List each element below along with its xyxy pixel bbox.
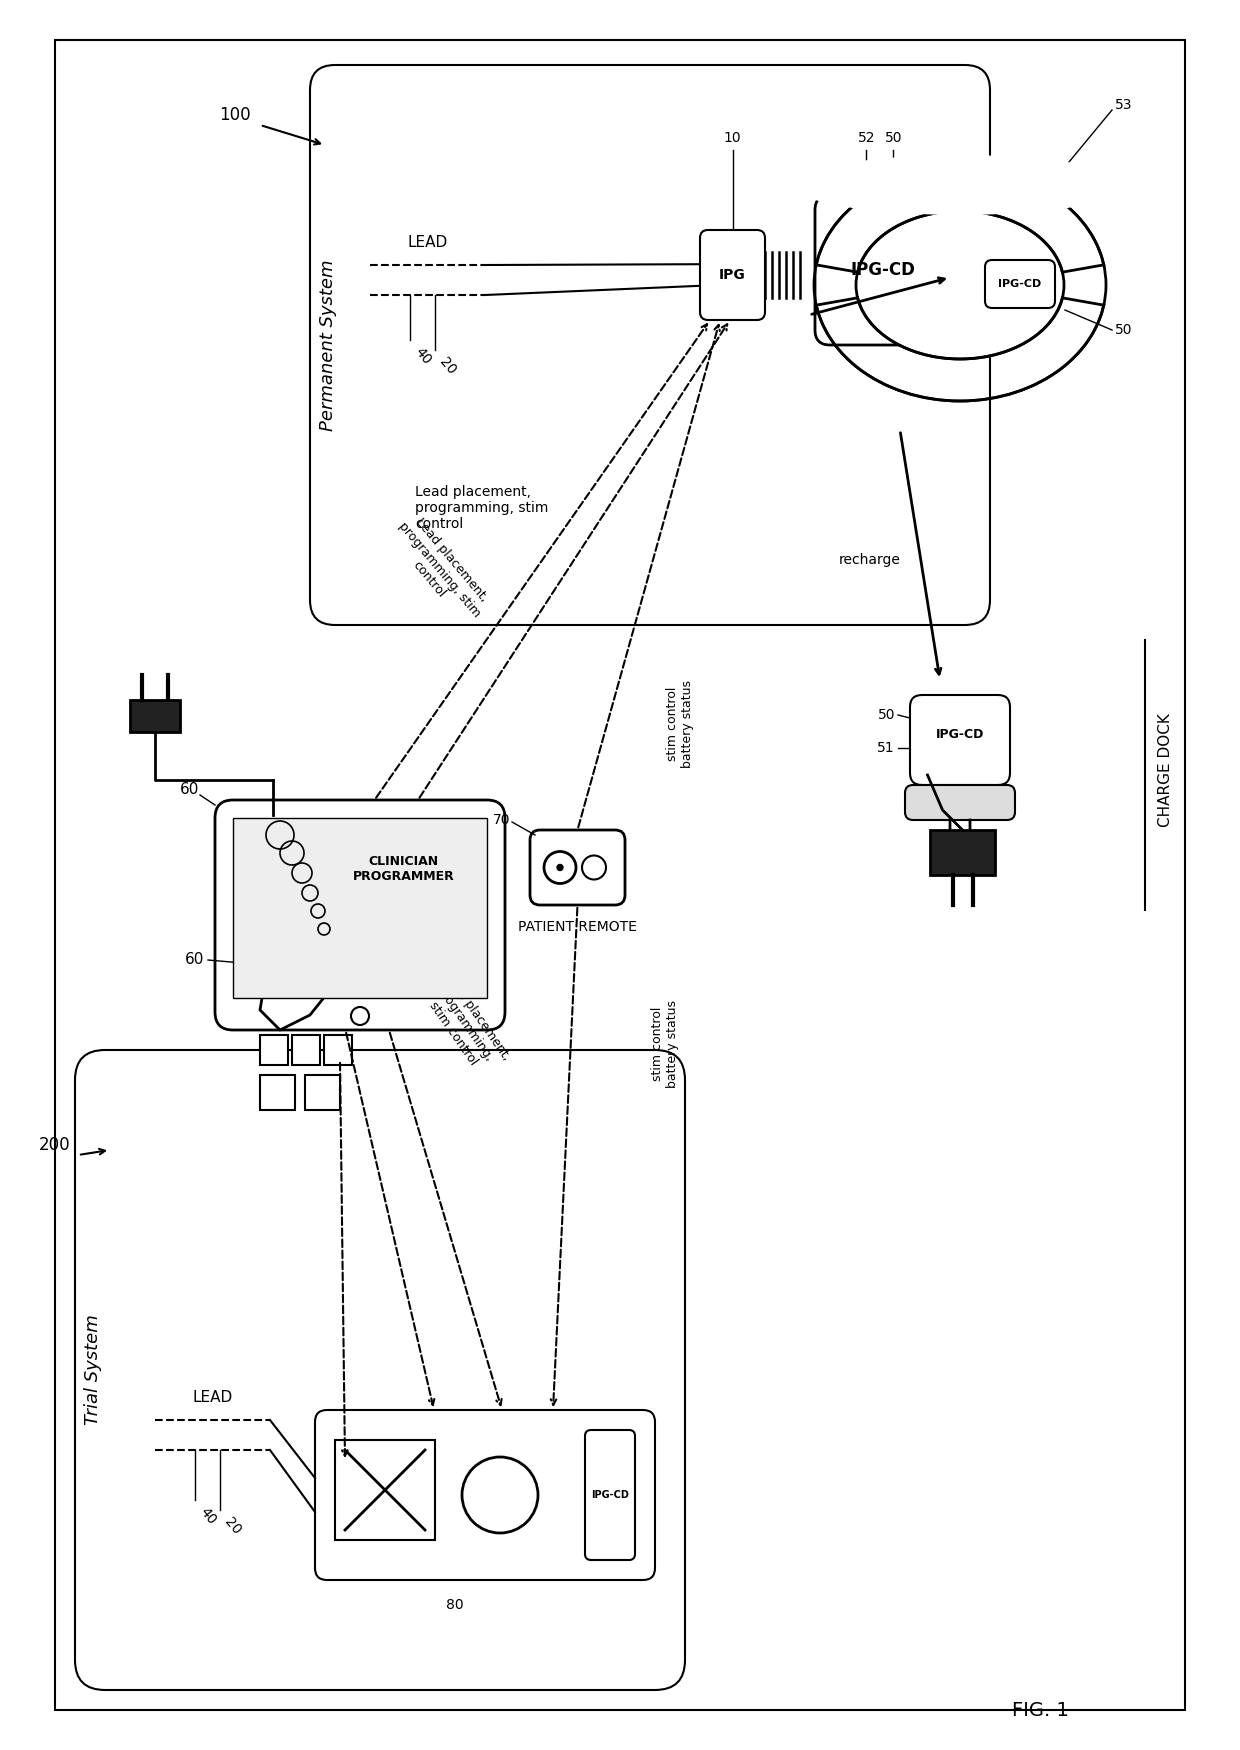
Circle shape [557, 864, 563, 870]
Text: 200: 200 [40, 1136, 71, 1153]
Text: 70: 70 [492, 814, 510, 828]
FancyBboxPatch shape [701, 229, 765, 320]
Text: PATIENT REMOTE: PATIENT REMOTE [518, 920, 637, 934]
Bar [930, 830, 994, 875]
Text: 40: 40 [197, 1505, 219, 1528]
FancyBboxPatch shape [310, 65, 990, 625]
Text: IPG-CD
STICK-ON FIXATION
OR BAND FIXATION: IPG-CD STICK-ON FIXATION OR BAND FIXATIO… [836, 200, 879, 320]
Text: 50: 50 [878, 709, 895, 723]
FancyBboxPatch shape [215, 800, 505, 1031]
Text: recharge: recharge [839, 553, 901, 567]
FancyBboxPatch shape [815, 194, 950, 345]
Text: 52: 52 [858, 131, 875, 145]
Text: 51: 51 [878, 740, 895, 754]
Text: Permanent System: Permanent System [319, 259, 337, 430]
Text: 60: 60 [185, 952, 205, 968]
Text: IPG: IPG [719, 268, 746, 282]
Text: CHARGE DOCK: CHARGE DOCK [1157, 712, 1173, 828]
FancyBboxPatch shape [905, 786, 1016, 821]
Text: 20: 20 [436, 355, 459, 378]
Text: 40: 40 [412, 345, 434, 368]
Text: FIG. 1: FIG. 1 [1012, 1701, 1069, 1720]
Text: 60: 60 [180, 782, 200, 798]
FancyBboxPatch shape [585, 1430, 635, 1559]
Text: Lead placement,
programming, stim
control: Lead placement, programming, stim contro… [415, 485, 548, 532]
Text: LEAD: LEAD [408, 234, 448, 250]
Text: Lead placement,
programming,
stim control: Lead placement, programming, stim contro… [418, 970, 512, 1080]
Text: IPG-CD: IPG-CD [998, 278, 1042, 289]
Bar [291, 1034, 320, 1066]
Text: Lead placement,
programming, stim
control: Lead placement, programming, stim contro… [384, 511, 495, 630]
Bar [305, 1074, 340, 1110]
Text: CABLE SET FOR
TEST STIMULATION: CABLE SET FOR TEST STIMULATION [250, 892, 370, 920]
FancyBboxPatch shape [529, 830, 625, 905]
Text: LEAD: LEAD [193, 1390, 233, 1405]
Text: 50: 50 [1115, 324, 1132, 338]
FancyBboxPatch shape [985, 261, 1055, 308]
Bar [260, 1074, 295, 1110]
Bar [130, 700, 180, 731]
Text: IPG-CD: IPG-CD [851, 261, 915, 278]
Bar [335, 1440, 435, 1540]
Text: CLINICIAN
PROGRAMMER: CLINICIAN PROGRAMMER [352, 856, 454, 884]
Text: stim control
battery status: stim control battery status [666, 681, 694, 768]
FancyBboxPatch shape [910, 695, 1011, 786]
Text: stim control
battery status: stim control battery status [651, 999, 680, 1088]
FancyBboxPatch shape [315, 1410, 655, 1580]
Bar [260, 1034, 288, 1066]
Text: 50: 50 [884, 131, 901, 145]
Text: 80: 80 [446, 1598, 464, 1612]
FancyBboxPatch shape [74, 1050, 684, 1690]
Text: Trial System: Trial System [84, 1314, 102, 1424]
Bar [233, 817, 487, 997]
Bar [324, 1034, 352, 1066]
Text: 20: 20 [222, 1516, 244, 1538]
Text: 53: 53 [1115, 98, 1132, 112]
Text: 100: 100 [219, 107, 250, 124]
Ellipse shape [856, 212, 1064, 359]
Ellipse shape [794, 156, 1127, 215]
Text: IPG-CD: IPG-CD [591, 1489, 629, 1500]
Text: 10: 10 [724, 131, 742, 145]
Text: IPG-CD: IPG-CD [936, 728, 985, 742]
